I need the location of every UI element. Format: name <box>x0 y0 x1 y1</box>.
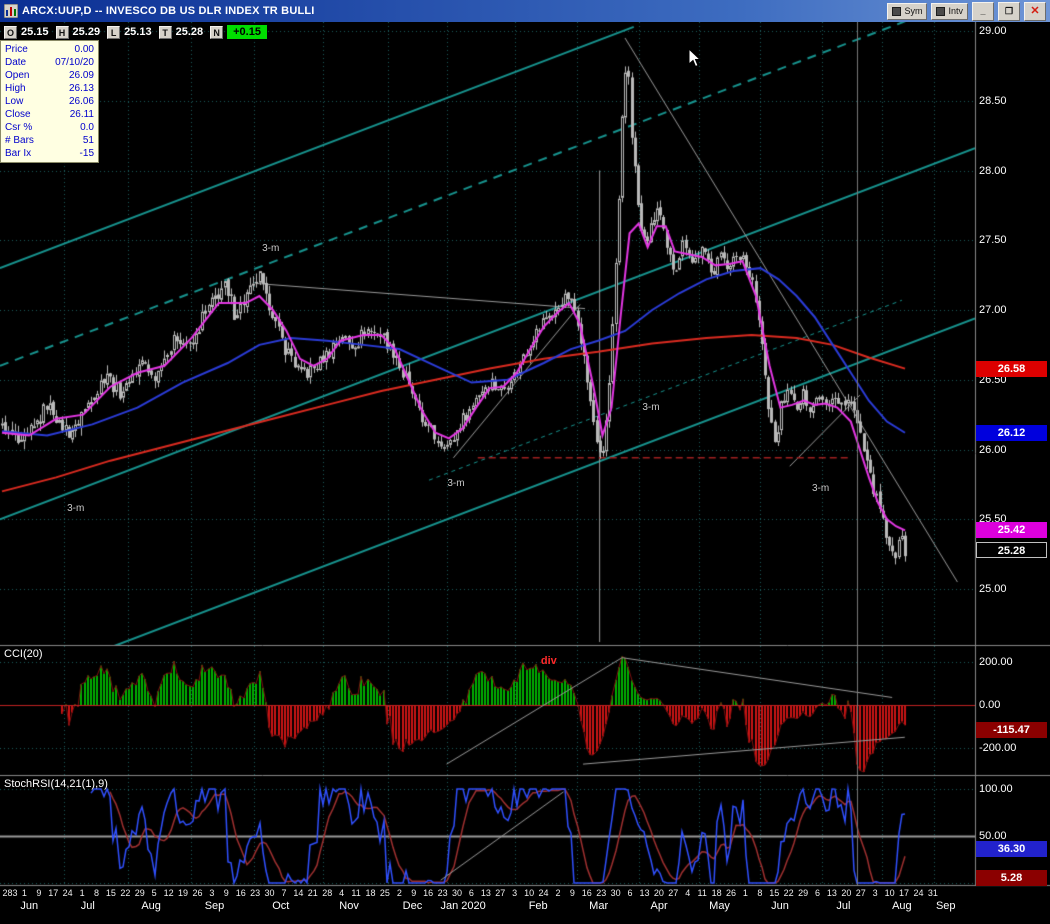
close-icon: ✕ <box>1030 4 1040 17</box>
symbol-icon <box>892 6 902 16</box>
close-button[interactable]: ✕ <box>1024 1 1046 21</box>
price-chart-canvas[interactable] <box>0 22 1050 924</box>
restore-icon: ❐ <box>1004 5 1014 16</box>
minimize-icon: _ <box>980 5 986 16</box>
minimize-button[interactable]: _ <box>972 1 994 21</box>
interval-icon <box>936 6 946 16</box>
window-title: ARCX:UUP,D -- INVESCO DB US DLR INDEX TR… <box>22 5 315 17</box>
chart-area: O 25.15 H 25.29 L 25.13 T 25.28 N +0.15 Price 0.00… <box>0 22 1050 924</box>
interval-button[interactable]: Intv <box>931 2 968 20</box>
symbol-button-label: Sym <box>904 5 923 16</box>
interval-button-label: Intv <box>948 5 963 16</box>
title-bar[interactable]: ARCX:UUP,D -- INVESCO DB US DLR INDEX TR… <box>0 0 1050 22</box>
symbol-button[interactable]: Sym <box>887 2 928 20</box>
app-icon <box>4 4 18 18</box>
restore-button[interactable]: ❐ <box>998 1 1020 21</box>
